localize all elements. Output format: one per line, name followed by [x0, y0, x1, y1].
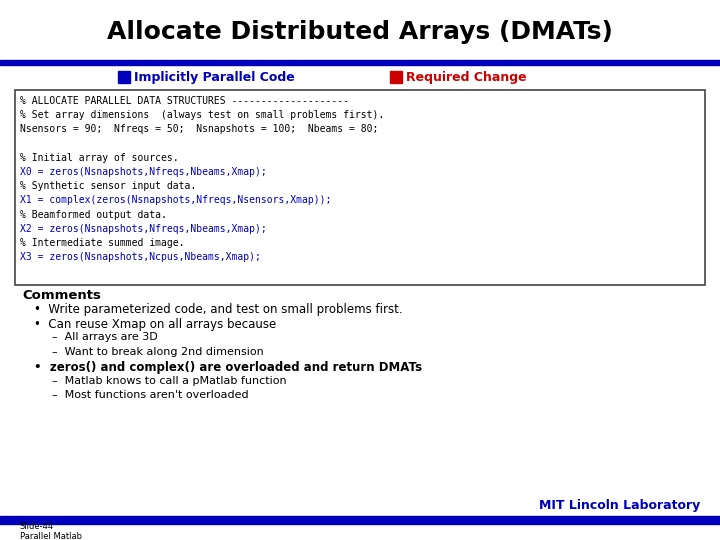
Text: Required Change: Required Change — [406, 71, 526, 84]
Text: Nsensors = 90;  Nfreqs = 50;  Nsnapshots = 100;  Nbeams = 80;: Nsensors = 90; Nfreqs = 50; Nsnapshots =… — [20, 124, 379, 134]
Text: % ALLOCATE PARALLEL DATA STRUCTURES --------------------: % ALLOCATE PARALLEL DATA STRUCTURES ----… — [20, 96, 349, 106]
Text: –  Most functions aren't overloaded: – Most functions aren't overloaded — [52, 390, 248, 401]
Text: Slide-44
Parallel Matlab: Slide-44 Parallel Matlab — [20, 522, 82, 540]
Text: % Initial array of sources.: % Initial array of sources. — [20, 153, 179, 163]
Text: –  Want to break along 2nd dimension: – Want to break along 2nd dimension — [52, 347, 264, 357]
Text: •  Can reuse Xmap on all arrays because: • Can reuse Xmap on all arrays because — [34, 318, 276, 331]
Bar — [118, 71, 130, 83]
Bar — [0, 60, 720, 65]
Text: Implicitly Parallel Code: Implicitly Parallel Code — [134, 71, 294, 84]
Text: X2 = zeros(Nsnapshots,Nfreqs,Nbeams,Xmap);: X2 = zeros(Nsnapshots,Nfreqs,Nbeams,Xmap… — [20, 224, 266, 234]
Text: % Set array dimensions  (always test on small problems first).: % Set array dimensions (always test on s… — [20, 110, 384, 120]
Text: X1 = complex(zeros(Nsnapshots,Nfreqs,Nsensors,Xmap));: X1 = complex(zeros(Nsnapshots,Nfreqs,Nse… — [20, 195, 331, 205]
Bar — [390, 71, 402, 83]
Text: •  Write parameterized code, and test on small problems first.: • Write parameterized code, and test on … — [34, 303, 402, 316]
Text: Comments: Comments — [22, 289, 101, 302]
Text: % Beamformed output data.: % Beamformed output data. — [20, 210, 167, 220]
Text: % Intermediate summed image.: % Intermediate summed image. — [20, 238, 184, 248]
Bar — [15, 90, 705, 285]
Text: –  Matlab knows to call a pMatlab function: – Matlab knows to call a pMatlab functio… — [52, 376, 287, 386]
Text: –  All arrays are 3D: – All arrays are 3D — [52, 333, 158, 342]
Text: •  zeros() and complex() are overloaded and return DMATs: • zeros() and complex() are overloaded a… — [34, 361, 422, 375]
Text: X0 = zeros(Nsnapshots,Nfreqs,Nbeams,Xmap);: X0 = zeros(Nsnapshots,Nfreqs,Nbeams,Xmap… — [20, 167, 266, 177]
Text: X3 = zeros(Nsnapshots,Ncpus,Nbeams,Xmap);: X3 = zeros(Nsnapshots,Ncpus,Nbeams,Xmap)… — [20, 252, 261, 262]
Text: MIT Lincoln Laboratory: MIT Lincoln Laboratory — [539, 499, 700, 512]
Text: % Synthetic sensor input data.: % Synthetic sensor input data. — [20, 181, 197, 191]
Bar — [0, 516, 720, 524]
Text: Allocate Distributed Arrays (DMATs): Allocate Distributed Arrays (DMATs) — [107, 20, 613, 44]
